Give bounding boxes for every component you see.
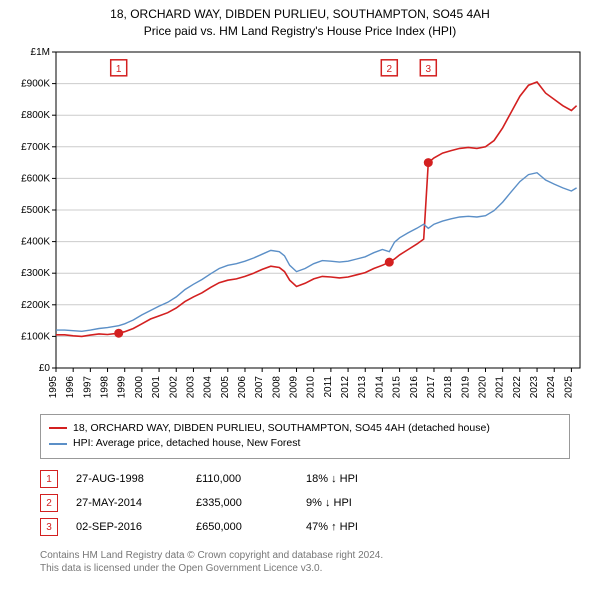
row-date: 27-MAY-2014 <box>76 497 196 509</box>
svg-text:2014: 2014 <box>374 375 385 398</box>
svg-text:£200K: £200K <box>21 299 50 310</box>
svg-text:2024: 2024 <box>546 375 557 398</box>
row-marker: 2 <box>40 494 58 512</box>
svg-text:2023: 2023 <box>529 375 540 398</box>
svg-text:1999: 1999 <box>117 375 128 398</box>
svg-text:2019: 2019 <box>460 375 471 398</box>
svg-text:£600K: £600K <box>21 173 50 184</box>
svg-text:2015: 2015 <box>392 375 403 398</box>
svg-text:£800K: £800K <box>21 110 50 121</box>
chart-title: 18, ORCHARD WAY, DIBDEN PURLIEU, SOUTHAM… <box>0 0 600 40</box>
svg-text:£500K: £500K <box>21 205 50 216</box>
svg-text:2001: 2001 <box>151 375 162 398</box>
legend-row: 18, ORCHARD WAY, DIBDEN PURLIEU, SOUTHAM… <box>49 421 561 437</box>
svg-text:2012: 2012 <box>340 375 351 398</box>
svg-text:2010: 2010 <box>306 375 317 398</box>
svg-text:2017: 2017 <box>426 375 437 398</box>
svg-text:1997: 1997 <box>82 375 93 398</box>
svg-text:£0: £0 <box>39 363 51 374</box>
legend-row: HPI: Average price, detached house, New … <box>49 436 561 452</box>
chart-area: £0 £100K £200K £300K £400K £500K £600K £700K £80… <box>10 48 590 408</box>
svg-text:£400K: £400K <box>21 236 50 247</box>
svg-text:2002: 2002 <box>168 375 179 398</box>
footer-line-2: This data is licensed under the Open Gov… <box>40 562 570 575</box>
svg-text:2009: 2009 <box>289 375 300 398</box>
svg-text:2004: 2004 <box>203 375 214 398</box>
svg-text:2005: 2005 <box>220 375 231 398</box>
legend: 18, ORCHARD WAY, DIBDEN PURLIEU, SOUTHAM… <box>40 414 570 460</box>
svg-text:2021: 2021 <box>495 375 506 398</box>
svg-text:2000: 2000 <box>134 375 145 398</box>
svg-text:2022: 2022 <box>512 375 523 398</box>
row-marker: 3 <box>40 518 58 536</box>
svg-text:2006: 2006 <box>237 375 248 398</box>
svg-text:1995: 1995 <box>48 375 59 398</box>
marker-label-3: 3 <box>426 63 432 74</box>
price-chart: £0 £100K £200K £300K £400K £500K £600K £700K £80… <box>10 48 590 408</box>
marker-label-2: 2 <box>387 63 393 74</box>
transaction-row: 1 27-AUG-1998£110,00018% ↓ HPI <box>40 467 570 491</box>
row-price: £110,000 <box>196 473 306 485</box>
row-pct: 47% ↑ HPI <box>306 521 426 533</box>
svg-text:£700K: £700K <box>21 141 50 152</box>
svg-text:1996: 1996 <box>65 375 76 398</box>
row-marker: 1 <box>40 470 58 488</box>
svg-text:2018: 2018 <box>443 375 454 398</box>
svg-text:2008: 2008 <box>271 375 282 398</box>
row-date: 27-AUG-1998 <box>76 473 196 485</box>
transaction-row: 2 27-MAY-2014£335,0009% ↓ HPI <box>40 491 570 515</box>
row-pct: 18% ↓ HPI <box>306 473 426 485</box>
marker-dot-3 <box>424 158 433 167</box>
svg-text:£900K: £900K <box>21 78 50 89</box>
row-date: 02-SEP-2016 <box>76 521 196 533</box>
legend-swatch <box>49 443 67 445</box>
marker-dot-2 <box>385 257 394 266</box>
svg-text:2011: 2011 <box>323 375 334 397</box>
title-line-2: Price paid vs. HM Land Registry's House … <box>0 23 600 40</box>
svg-text:2025: 2025 <box>563 375 574 398</box>
footer-attribution: Contains HM Land Registry data © Crown c… <box>40 549 570 575</box>
svg-text:£1M: £1M <box>31 48 50 58</box>
legend-label: 18, ORCHARD WAY, DIBDEN PURLIEU, SOUTHAM… <box>73 421 490 437</box>
transaction-row: 3 02-SEP-2016£650,00047% ↑ HPI <box>40 515 570 539</box>
row-pct: 9% ↓ HPI <box>306 497 426 509</box>
svg-text:£300K: £300K <box>21 268 50 279</box>
svg-text:1998: 1998 <box>100 375 111 398</box>
svg-text:2003: 2003 <box>185 375 196 398</box>
svg-text:2016: 2016 <box>409 375 420 398</box>
svg-text:2013: 2013 <box>357 375 368 398</box>
row-price: £335,000 <box>196 497 306 509</box>
svg-text:2007: 2007 <box>254 375 265 398</box>
legend-swatch <box>49 427 67 429</box>
svg-text:£100K: £100K <box>21 331 50 342</box>
title-line-1: 18, ORCHARD WAY, DIBDEN PURLIEU, SOUTHAM… <box>0 6 600 23</box>
marker-label-1: 1 <box>116 63 122 74</box>
legend-label: HPI: Average price, detached house, New … <box>73 436 300 452</box>
svg-text:2020: 2020 <box>478 375 489 398</box>
row-price: £650,000 <box>196 521 306 533</box>
marker-dot-1 <box>114 328 123 337</box>
transaction-table: 1 27-AUG-1998£110,00018% ↓ HPI 2 27-MAY-201… <box>40 467 570 539</box>
footer-line-1: Contains HM Land Registry data © Crown c… <box>40 549 570 562</box>
